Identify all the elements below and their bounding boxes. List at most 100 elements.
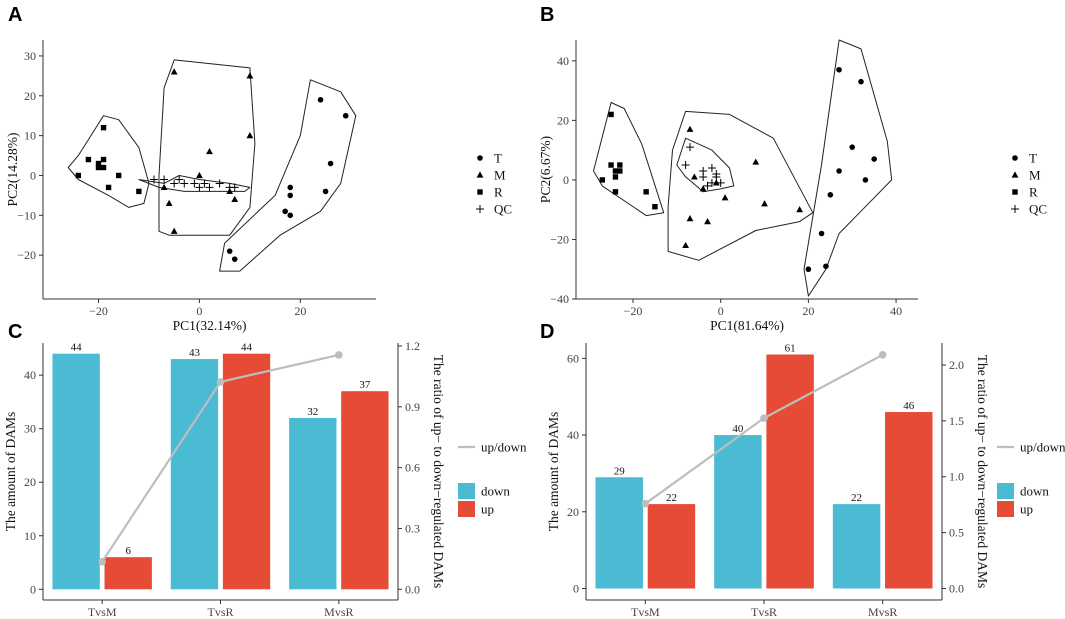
point-m <box>712 179 720 186</box>
y2-tick-label: 0.9 <box>405 400 420 414</box>
y2-tick-label: 0.5 <box>949 526 964 540</box>
legend-label-down: down <box>1020 484 1049 499</box>
legend-key-r <box>477 189 483 195</box>
y2-tick-label: 1.0 <box>949 470 964 484</box>
legend-label-up-down: up/down <box>481 440 527 455</box>
x-axis-title: PC1(81.64%) <box>710 318 784 333</box>
point-t <box>327 160 334 167</box>
point-m <box>761 200 768 207</box>
legend-key-qc <box>1011 205 1019 213</box>
legend-label-up-down: up/down <box>1020 440 1065 455</box>
point-m <box>170 227 178 234</box>
point-m <box>686 215 694 222</box>
legend-label-down: down <box>481 484 510 499</box>
data-label-down-mvsr: 22 <box>851 492 862 504</box>
group-hull-1 <box>67 115 150 208</box>
legend-label-r: R <box>494 185 503 200</box>
data-label-down-tvsr: 40 <box>732 423 744 435</box>
group-hull-2 <box>676 137 735 193</box>
y-axis-title: The amount of DAMs <box>3 412 18 532</box>
data-label-down-tvsm: 29 <box>614 465 626 477</box>
pca-plot-b: −20 0 20 40 −40 −20 0 20 40 PC1(81.64%) PC2(6.67%)… <box>538 39 1047 333</box>
legend-label-r: R <box>1029 185 1038 200</box>
point-r <box>612 189 619 195</box>
point-qc <box>205 183 214 192</box>
point-qc <box>703 181 712 190</box>
legend-label-up: up <box>481 502 494 517</box>
y2-tick-label: 0.3 <box>405 521 420 535</box>
point-qc <box>681 161 690 170</box>
point-qc <box>716 178 725 187</box>
point-m <box>682 241 690 249</box>
y2-tick-label: 0.0 <box>949 581 964 595</box>
panel-label-c: C <box>8 321 22 343</box>
bar-up-tvsr <box>222 353 271 590</box>
y2-axis-title: The ratio of up− to down−regulated DAMs <box>975 355 990 588</box>
y-tick-label: −20 <box>17 248 36 262</box>
x-axis-title: PC1(32.14%) <box>173 318 247 333</box>
point-qc <box>200 179 209 188</box>
y-tick-label: 0 <box>30 582 36 596</box>
point-t <box>287 212 294 219</box>
y-tick-label: 0 <box>563 173 569 187</box>
point-t <box>287 192 294 199</box>
y2-tick-label: 0.6 <box>405 461 420 475</box>
point-m <box>699 185 707 192</box>
point-r <box>100 164 107 171</box>
bar-up-tvsm <box>104 557 152 590</box>
point-t <box>322 188 329 195</box>
point-r <box>75 172 82 179</box>
group-hull-3 <box>158 59 256 236</box>
point-t <box>282 208 288 215</box>
group-hull-4 <box>219 79 357 272</box>
point-t <box>858 78 864 85</box>
point-qc <box>230 183 239 192</box>
point-m <box>196 171 203 179</box>
data-label-down-tvsm: 44 <box>71 342 83 354</box>
y-tick-label: 30 <box>24 422 36 436</box>
point-r <box>608 111 614 118</box>
y-tick-label: 30 <box>24 49 36 63</box>
ratio-line <box>644 353 884 505</box>
ratio-point-mvsr <box>335 351 343 359</box>
data-label-up-tvsm: 22 <box>666 492 677 504</box>
group-hull-4 <box>803 39 893 297</box>
point-m <box>160 183 168 191</box>
point-t <box>317 96 324 103</box>
x-tick-label: TvsM <box>631 605 660 619</box>
panel-label-a: A <box>8 4 22 26</box>
data-label-up-mvsr: 46 <box>903 400 915 412</box>
legend-key-m <box>476 171 484 178</box>
legend-key-up <box>458 501 475 517</box>
point-r <box>612 168 619 174</box>
y-tick-label: −10 <box>17 208 36 222</box>
legend-label-t: T <box>494 151 502 166</box>
y-tick-label: 20 <box>567 505 579 519</box>
legend-label-m: M <box>494 168 506 183</box>
point-r <box>100 124 107 131</box>
point-m <box>796 206 804 213</box>
point-m <box>231 195 239 202</box>
x-tick-label: 0 <box>718 304 724 318</box>
ratio-point-tvsr <box>216 378 225 386</box>
y-tick-label: 40 <box>557 54 569 68</box>
data-label-down-tvsr: 43 <box>189 347 201 359</box>
data-label-up-tvsr: 61 <box>785 343 796 355</box>
point-r <box>608 162 614 168</box>
data-label-down-mvsr: 32 <box>307 406 318 418</box>
point-qc <box>699 172 708 181</box>
legend-label-qc: QC <box>494 202 512 217</box>
point-qc <box>190 179 199 188</box>
y-tick-label: 10 <box>24 129 36 143</box>
bar-up-tvsr <box>766 354 814 589</box>
bar-down-tvsm <box>595 477 643 589</box>
point-qc <box>180 179 189 188</box>
point-r <box>612 174 619 180</box>
x-tick-label: 20 <box>802 304 814 318</box>
point-r <box>617 168 623 174</box>
bar-down-tvsr <box>170 359 219 590</box>
point-qc <box>150 175 158 184</box>
y-tick-label: 40 <box>567 428 579 442</box>
point-m <box>690 173 698 180</box>
point-m <box>686 125 694 132</box>
